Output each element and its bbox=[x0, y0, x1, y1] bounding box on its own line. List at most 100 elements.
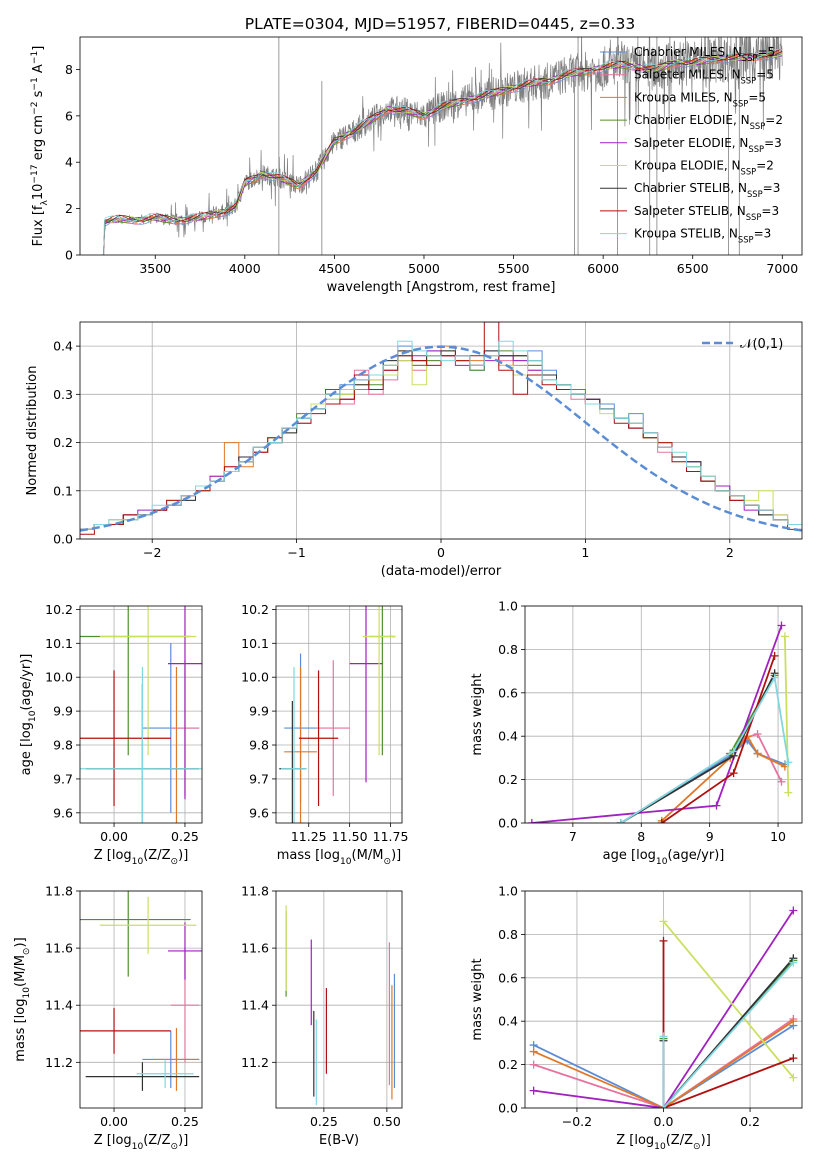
axes-frame bbox=[79, 36, 803, 256]
subscript: 10 bbox=[132, 1142, 144, 1152]
text-run: =5 bbox=[757, 45, 775, 59]
y-tick-label: 11.4 bbox=[241, 998, 269, 1013]
weight-marker bbox=[527, 819, 536, 823]
text-run: =3 bbox=[761, 204, 779, 218]
y-tick-label: 0.4 bbox=[498, 729, 518, 744]
y-tick-label: 9.9 bbox=[53, 704, 73, 719]
text-run: =5 bbox=[756, 68, 774, 82]
weight-marker bbox=[753, 749, 762, 758]
weight-line bbox=[662, 940, 794, 1108]
weight-marker bbox=[616, 819, 625, 823]
y-axis-label: Normed distribution bbox=[25, 366, 40, 496]
text-run: 10 bbox=[31, 184, 46, 201]
subscript: ⊙ bbox=[171, 1142, 179, 1152]
y-axis-label: age [log10​(age/yr)] bbox=[19, 654, 38, 776]
x-tick-label: 11.50 bbox=[332, 829, 368, 844]
model-fit-line bbox=[101, 48, 783, 255]
text-run: s bbox=[31, 90, 46, 101]
weight-marker bbox=[659, 936, 668, 945]
plot-area bbox=[285, 905, 396, 1106]
weight-marker bbox=[657, 819, 666, 823]
text-run: ] bbox=[31, 46, 46, 51]
weight-line bbox=[531, 625, 783, 823]
x-axis-label: Z [log10​(Z/Z⊙​)] bbox=[94, 1133, 189, 1152]
y-tick-label: 11.8 bbox=[241, 884, 269, 899]
weight-marker bbox=[729, 769, 738, 778]
text-run: (age/yr)] bbox=[667, 848, 724, 863]
text-run: Normed distribution bbox=[25, 366, 40, 496]
subscript: SSP bbox=[741, 167, 757, 177]
text-run: =2 bbox=[756, 159, 774, 173]
x-tick-label: 0.00 bbox=[100, 1114, 128, 1129]
subscript: ⊙ bbox=[171, 857, 179, 867]
subscript: SSP bbox=[750, 121, 766, 131]
y-tick-label: 11.2 bbox=[45, 1055, 73, 1070]
weight-line bbox=[533, 1024, 794, 1108]
subscript: ⊙ bbox=[693, 1142, 701, 1152]
y-tick-label: 0.8 bbox=[498, 642, 518, 657]
y-tick-label: 0.0 bbox=[498, 1101, 518, 1116]
x-tick-label: −2 bbox=[143, 545, 161, 560]
text-run: A bbox=[31, 64, 46, 77]
y-tick-label: 9.8 bbox=[249, 738, 269, 753]
y-axis-label: mass weight bbox=[470, 673, 485, 755]
legend-label: Kroupa STELIB, NSSP​=3 bbox=[634, 227, 771, 245]
superscript: −1 bbox=[30, 51, 40, 64]
legend-label: Salpeter MILES, NSSP​=5 bbox=[634, 68, 774, 86]
weight-marker bbox=[777, 621, 786, 630]
y-tick-label: 9.9 bbox=[249, 704, 269, 719]
subscript: 10 bbox=[132, 857, 144, 867]
y-tick-label: 0 bbox=[65, 248, 73, 263]
text-run: Salpeter ELODIE, N bbox=[634, 136, 748, 150]
y-tick-label: 0.4 bbox=[53, 339, 73, 354]
legend-label: Chabrier ELODIE, NSSP​=2 bbox=[634, 113, 783, 131]
text-run: =3 bbox=[763, 181, 781, 195]
text-run: (M/M bbox=[13, 955, 28, 987]
legend-label: Kroupa MILES, NSSP​=5 bbox=[634, 90, 766, 108]
x-tick-label: 0.0 bbox=[654, 1114, 674, 1129]
axes-frame bbox=[275, 605, 403, 824]
x-tick-label: 5500 bbox=[498, 261, 530, 276]
x-tick-label: 4500 bbox=[318, 261, 350, 276]
subscript: 10 bbox=[654, 1142, 666, 1152]
y-tick-label: 0.2 bbox=[498, 772, 518, 787]
y-tick-label: 9.8 bbox=[53, 738, 73, 753]
weight-vs-age-panel: 7 8 9 10 0.0 0.2 0.4 0.6 0.8 1.0 age [log10​(age/y… bbox=[470, 599, 803, 867]
y-tick-label: 10.2 bbox=[45, 602, 73, 617]
x-tick-label: −1 bbox=[287, 545, 305, 560]
y-tick-label: 11.4 bbox=[45, 998, 73, 1013]
axes-frame bbox=[79, 605, 203, 824]
x-tick-label: 10 bbox=[770, 829, 786, 844]
x-axis-label: Z [log10​(Z/Z⊙​)] bbox=[616, 1133, 711, 1152]
x-tick-label: 5000 bbox=[408, 261, 440, 276]
x-tick-label: 11.75 bbox=[373, 829, 409, 844]
x-tick-label: 3500 bbox=[139, 261, 171, 276]
x-axis-label: wavelength [Angstrom, rest frame] bbox=[327, 280, 556, 295]
subscript: SSP bbox=[748, 144, 764, 154]
weight-line bbox=[533, 1018, 794, 1108]
text-run: Kroupa MILES, N bbox=[634, 90, 733, 104]
y-tick-label: 1.0 bbox=[498, 884, 518, 899]
text-run: =3 bbox=[754, 227, 772, 241]
axes-frame bbox=[79, 321, 803, 540]
weight-marker bbox=[789, 958, 798, 967]
y-tick-label: 11.2 bbox=[241, 1055, 269, 1070]
legend-label: Kroupa ELODIE, NSSP​=2 bbox=[634, 159, 774, 177]
text-run: mass weight bbox=[470, 673, 485, 755]
text-run: age [log bbox=[603, 848, 656, 863]
y-tick-label: 0.6 bbox=[498, 970, 518, 985]
x-tick-label: 6000 bbox=[587, 261, 619, 276]
text-run: )] bbox=[13, 937, 28, 947]
superscript: −17 bbox=[30, 164, 40, 183]
weight-marker bbox=[712, 801, 721, 810]
text-run: (Z/Z bbox=[666, 1133, 693, 1148]
text-run: =2 bbox=[765, 113, 783, 127]
plot-area bbox=[80, 322, 802, 539]
x-tick-label: 4000 bbox=[229, 261, 261, 276]
residuals-panel: −2 −1 0 1 2 0.0 0.1 0.2 0.3 0.4 (data-model)/error… bbox=[25, 321, 803, 579]
weight-line bbox=[533, 910, 795, 1108]
weight-marker bbox=[770, 673, 779, 682]
y-tick-label: 9.7 bbox=[249, 771, 269, 786]
y-tick-label: 11.6 bbox=[241, 941, 269, 956]
text-run: mass [log bbox=[277, 848, 340, 863]
